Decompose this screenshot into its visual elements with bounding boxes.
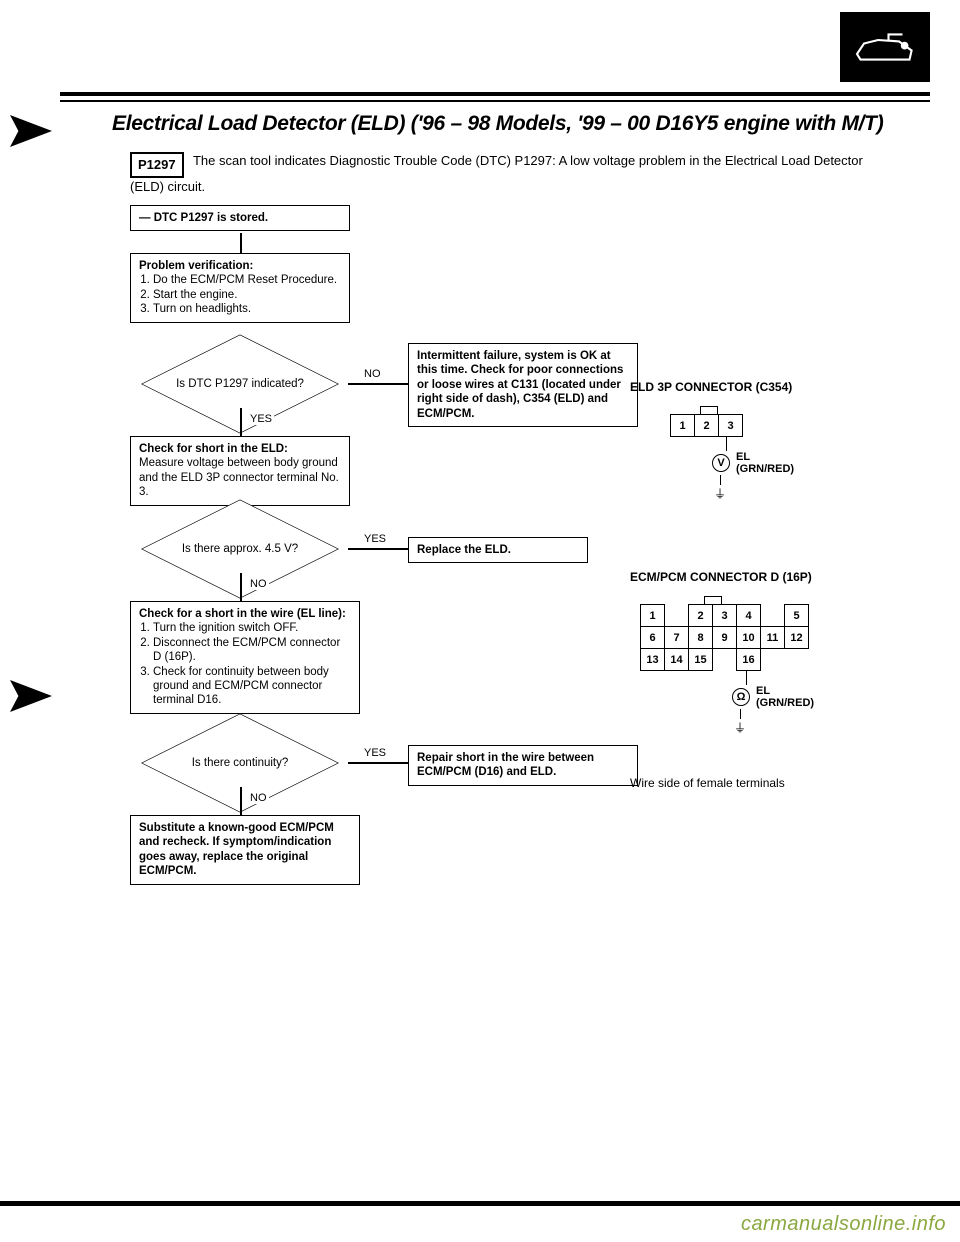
flow-label-no: NO xyxy=(248,792,269,804)
flow-label-yes: YES xyxy=(362,533,388,545)
flow-box-replace-eld: Replace the ELD. xyxy=(408,537,588,563)
flow-box-check-eld: Check for short in the ELD: Measure volt… xyxy=(130,436,350,506)
wire-side-note: Wire side of female terminals xyxy=(630,776,930,790)
flow-box-repair-short: Repair short in the wire between ECM/PCM… xyxy=(408,745,638,786)
flow-box-intermittent: Intermittent failure, system is OK at th… xyxy=(408,343,638,427)
eld-connector-title: ELD 3P CONNECTOR (C354) xyxy=(630,380,930,394)
flow-label-no: NO xyxy=(362,368,383,380)
flow-box-substitute: Substitute a known-good ECM/PCM and rech… xyxy=(130,815,360,885)
section-marker-icon xyxy=(10,115,52,147)
ecm-connector-drawing: 1 2 3 4 5 6 7 8 9 10 11 12 xyxy=(640,596,930,736)
ecm-connector-title: ECM/PCM CONNECTOR D (16P) xyxy=(630,570,930,584)
section-marker-icon xyxy=(10,680,52,712)
flow-decision-voltage: Is there approx. 4.5 V? xyxy=(130,525,350,573)
engine-icon xyxy=(840,12,930,82)
flow-decision-continuity: Is there continuity? xyxy=(130,739,350,787)
dtc-text: The scan tool indicates Diagnostic Troub… xyxy=(130,153,863,194)
flow-label-yes: YES xyxy=(362,747,388,759)
watermark: carmanualsonline.info xyxy=(741,1213,946,1236)
flow-box-verification: Problem verification: Do the ECM/PCM Res… xyxy=(130,253,350,323)
flow-label-yes: YES xyxy=(248,413,274,425)
connector-diagrams: ELD 3P CONNECTOR (C354) 1 2 3 V EL (GRN/… xyxy=(630,380,930,790)
flow-box-check-wire: Check for a short in the wire (EL line):… xyxy=(130,601,360,714)
dtc-code-box: P1297 xyxy=(130,152,184,178)
flow-label-no: NO xyxy=(248,578,269,590)
flow-start-box: — DTC P1297 is stored. xyxy=(130,205,350,231)
page-title: Electrical Load Detector (ELD) ('96 – 98… xyxy=(112,112,930,136)
flow-decision-dtc: Is DTC P1297 indicated? xyxy=(130,360,350,408)
eld-connector-drawing: 1 2 3 V EL (GRN/RED) ⏚ xyxy=(670,406,930,502)
flowchart: — DTC P1297 is stored. Problem verificat… xyxy=(130,205,650,985)
dtc-description: P1297 The scan tool indicates Diagnostic… xyxy=(130,152,890,196)
